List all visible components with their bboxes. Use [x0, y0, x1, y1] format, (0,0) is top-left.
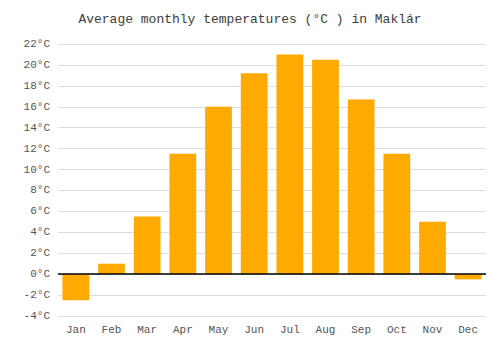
svg-text:8°C: 8°C [30, 184, 50, 196]
svg-text:May: May [209, 324, 229, 336]
svg-text:-2°C: -2°C [24, 289, 51, 301]
svg-text:6°C: 6°C [30, 205, 50, 217]
svg-text:Jan: Jan [66, 324, 86, 336]
svg-text:18°C: 18°C [24, 80, 51, 92]
svg-text:Jul: Jul [280, 324, 300, 336]
svg-text:Dec: Dec [458, 324, 478, 336]
svg-text:12°C: 12°C [24, 143, 51, 155]
svg-text:2°C: 2°C [30, 247, 50, 259]
svg-text:Mar: Mar [137, 324, 157, 336]
svg-text:0°C: 0°C [30, 268, 50, 280]
svg-text:Sep: Sep [351, 324, 371, 336]
svg-text:10°C: 10°C [24, 164, 51, 176]
svg-text:Feb: Feb [102, 324, 122, 336]
svg-text:16°C: 16°C [24, 101, 51, 113]
svg-text:Oct: Oct [387, 324, 407, 336]
svg-text:Aug: Aug [316, 324, 336, 336]
svg-text:-4°C: -4°C [24, 310, 51, 322]
svg-text:Apr: Apr [173, 324, 193, 336]
svg-text:Jun: Jun [244, 324, 264, 336]
svg-text:22°C: 22°C [24, 38, 51, 50]
svg-text:20°C: 20°C [24, 59, 51, 71]
svg-text:Nov: Nov [423, 324, 443, 336]
svg-text:4°C: 4°C [30, 226, 50, 238]
svg-text:Average monthly temperatures (: Average monthly temperatures (°C ) in Ma… [78, 12, 421, 27]
svg-text:14°C: 14°C [24, 122, 51, 134]
